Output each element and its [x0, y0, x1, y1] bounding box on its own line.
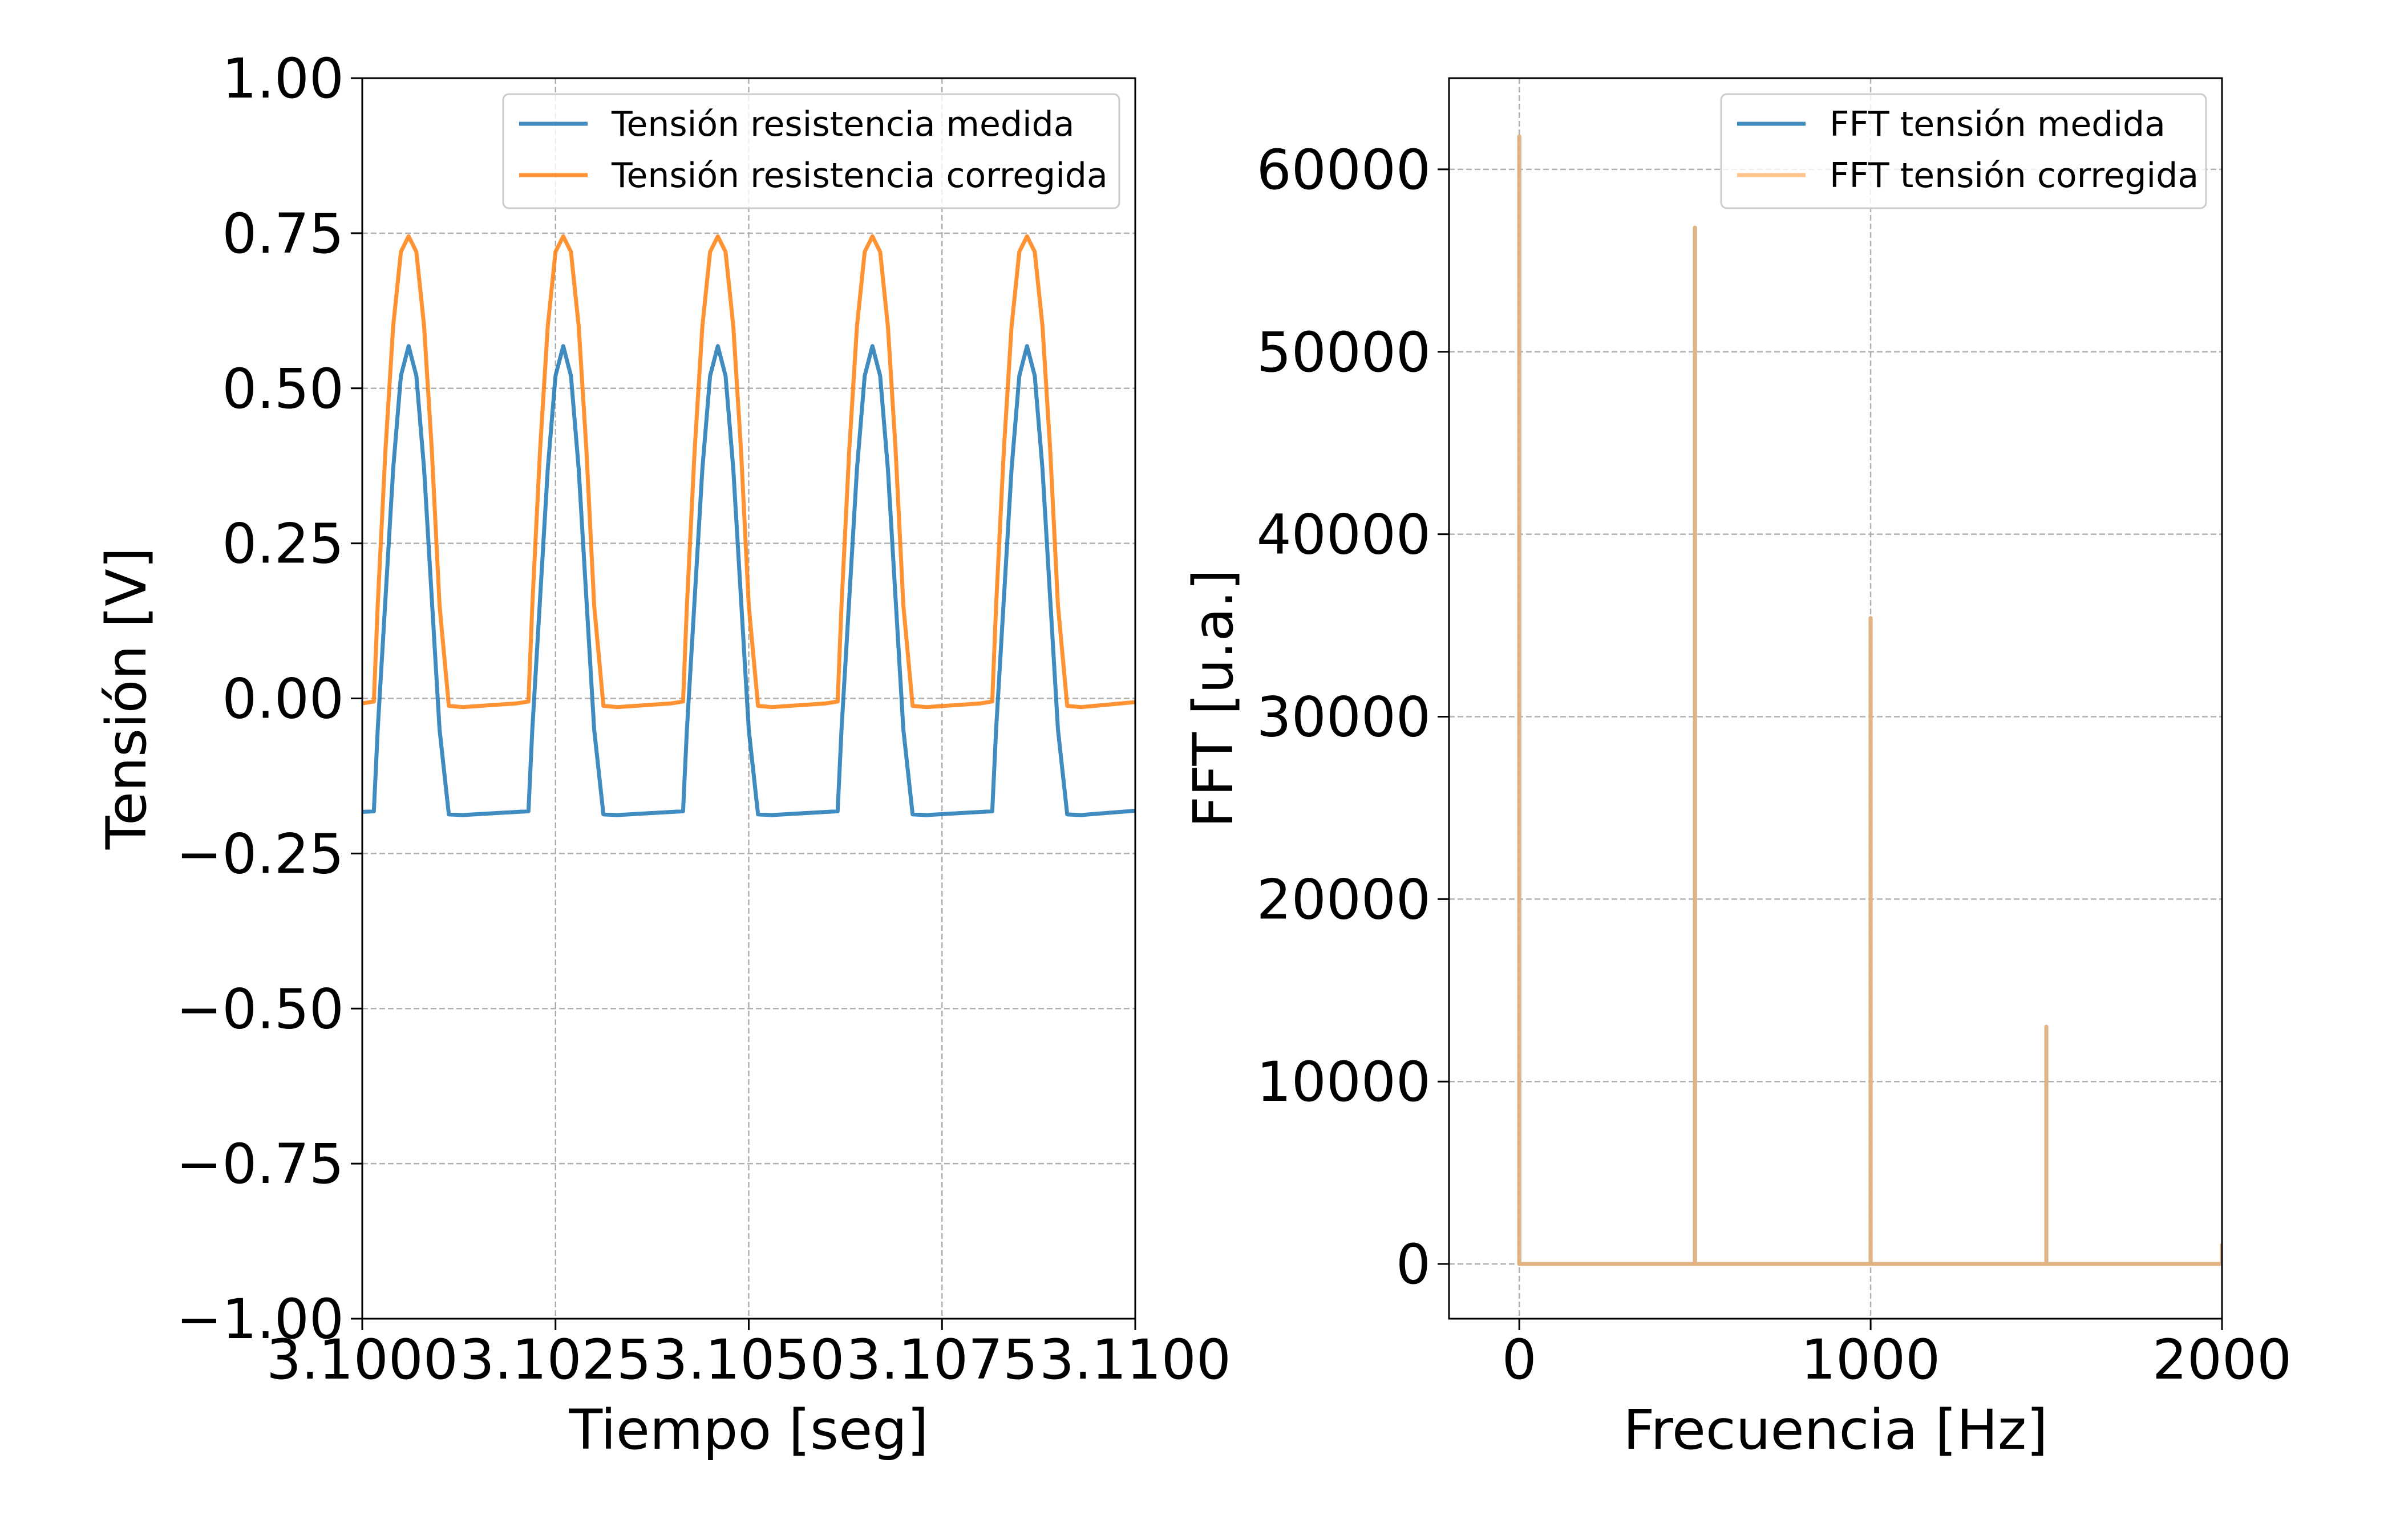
time-legend-box [502, 93, 1120, 209]
time-legend: Tensión resistencia medida Tensión resist… [502, 93, 1120, 209]
time-x-tick-label: 3.1075 [846, 1328, 1038, 1392]
time-y-tick-label: 0.00 [222, 667, 344, 731]
time-y-tick-label: −0.75 [176, 1132, 344, 1196]
fft-x-tick-label: 0 [1502, 1328, 1537, 1392]
time-y-tick-label: 0.25 [222, 512, 344, 576]
time-x-tick-label: 3.1000 [266, 1328, 458, 1392]
fft-legend: FFT tensión medida FFT tensión corregida [1720, 93, 2207, 209]
time-y-tick-label: −0.25 [176, 822, 344, 886]
fft-series-group [1517, 134, 2222, 1266]
time-legend-entry-2: Tensión resistencia corregida [611, 156, 1108, 196]
time-x-tick-label: 3.1100 [1039, 1328, 1231, 1392]
fft-y-tick-label: 0 [1396, 1233, 1431, 1296]
time-x-axis-label: Tiempo [seg] [568, 1398, 928, 1462]
time-y-tick-label: 0.75 [222, 202, 344, 266]
fft-y-tick-label: 40000 [1257, 503, 1431, 567]
fft-chart: 0 1000 20000100002000030000400005000060000… [1181, 77, 2292, 1462]
time-y-tick-label: 0.50 [222, 357, 344, 421]
fft-x-tick-label: 1000 [1801, 1328, 1940, 1392]
fft-series-line-2 [1517, 134, 2222, 1266]
time-legend-entry-1: Tensión resistencia medida [611, 104, 1075, 144]
fft-legend-entry-2: FFT tensión corregida [1830, 156, 2199, 196]
time-y-axis-label: Tensión [V] [95, 548, 159, 850]
time-chart: 3.1000 3.1025 3.1050 3.1075 3.1100 −1.00 −0.75… [95, 47, 1231, 1462]
fft-x-tick-label: 2000 [2152, 1328, 2292, 1392]
fft-legend-entry-1: FFT tensión medida [1830, 104, 2166, 144]
fft-axes-frame [1448, 77, 2223, 1320]
time-series-line-2 [362, 234, 1135, 710]
time-x-tick-label: 3.1050 [653, 1328, 845, 1392]
fft-y-tick-label: 60000 [1257, 138, 1431, 202]
time-x-tick-label: 3.1025 [460, 1328, 651, 1392]
time-y-tick-label: 1.00 [222, 47, 344, 111]
time-series-group [362, 234, 1135, 817]
fft-y-tick-label: 50000 [1257, 321, 1431, 384]
time-y-tick-label: −0.50 [176, 977, 344, 1041]
fft-y-axis-label: FFT [u.a.] [1181, 569, 1245, 828]
time-y-tick-label: −1.00 [176, 1287, 344, 1351]
fft-y-tick-label: 30000 [1257, 685, 1431, 749]
time-series-line-1 [362, 344, 1135, 817]
fft-y-tick-label: 10000 [1257, 1050, 1431, 1114]
fft-legend-box [1720, 93, 2207, 209]
fft-y-tick-label: 20000 [1257, 868, 1431, 931]
fft-x-axis-label: Frecuencia [Hz] [1623, 1398, 2047, 1462]
